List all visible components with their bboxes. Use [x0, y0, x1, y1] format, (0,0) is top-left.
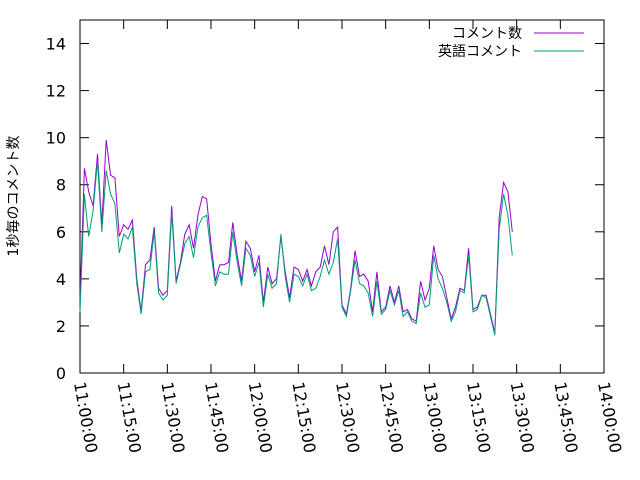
x-tick-label: 13:30:00 — [507, 380, 538, 454]
series-line-1 — [79, 139, 513, 334]
y-tick-label: 12 — [46, 82, 66, 101]
x-tick-label: 11:30:00 — [157, 380, 188, 454]
x-tick-label: 12:45:00 — [376, 380, 407, 454]
y-tick-label: 6 — [56, 223, 66, 242]
y-tick-label: 14 — [46, 35, 66, 54]
legend-label: コメント数 — [452, 26, 522, 42]
legend-label: 英語コメント — [438, 43, 522, 60]
y-axis-title: 1秒毎のコメント数 — [6, 136, 22, 257]
x-tick-label: 14:00:00 — [594, 380, 625, 454]
x-tick-label: 13:15:00 — [463, 380, 494, 454]
y-axis: 0 2 4 6 8 10 12 14 — [46, 35, 604, 383]
series-line-2 — [79, 161, 513, 336]
y-tick-label: 10 — [46, 129, 66, 148]
y-tick-label: 2 — [56, 317, 66, 336]
x-tick-label: 11:00:00 — [70, 380, 101, 454]
plot-frame — [79, 19, 605, 374]
series-lines — [79, 139, 513, 336]
x-tick-label: 11:15:00 — [114, 380, 145, 454]
x-tick-label: 11:45:00 — [201, 380, 232, 454]
x-tick-label: 12:30:00 — [332, 380, 363, 454]
x-tick-label: 13:45:00 — [550, 380, 581, 454]
x-tick-label: 12:00:00 — [245, 380, 276, 454]
y-tick-label: 8 — [56, 176, 66, 195]
y-tick-label: 0 — [56, 364, 66, 383]
x-tick-label: 13:00:00 — [419, 380, 450, 454]
x-tick-label: 12:15:00 — [288, 380, 319, 454]
y-tick-label: 4 — [56, 270, 66, 289]
